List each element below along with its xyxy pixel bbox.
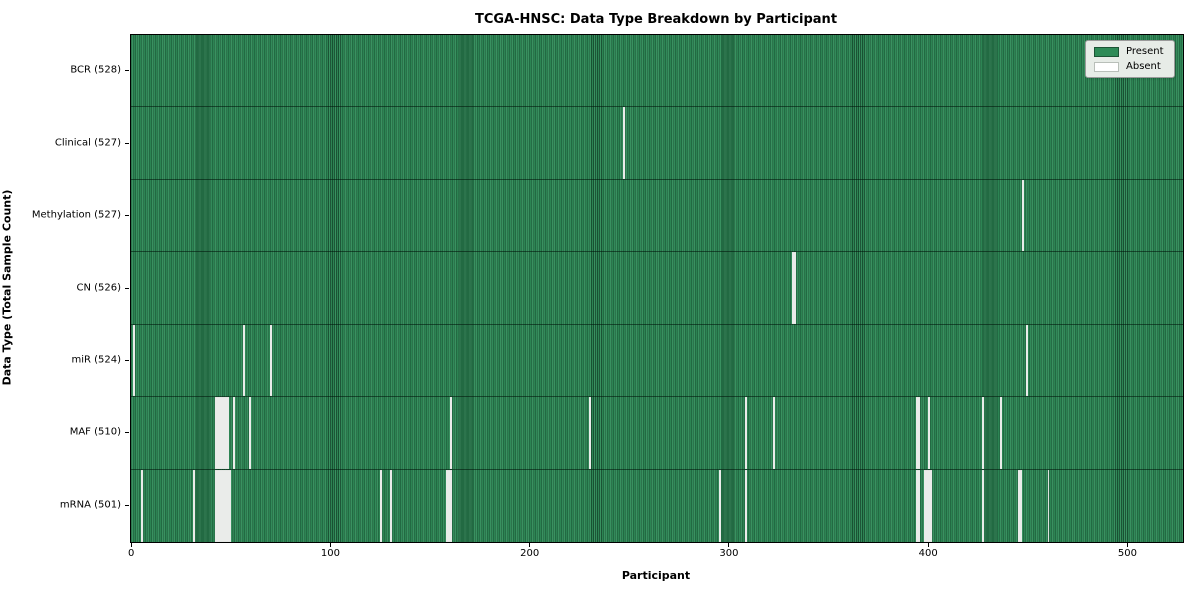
absent-mark <box>214 469 217 542</box>
absent-mark <box>916 397 918 469</box>
x-tick-label: 200 <box>520 548 540 559</box>
absent-mark <box>981 469 984 542</box>
y-tick-mark <box>125 215 129 217</box>
absent-mark <box>999 397 1002 469</box>
absent-mark <box>140 469 143 542</box>
heatmap-row-cn <box>131 252 1183 325</box>
legend: Present Absent <box>1085 40 1175 78</box>
x-tick-mark <box>529 542 531 547</box>
absent-mark <box>220 469 223 542</box>
absent-mark <box>270 324 273 397</box>
x-tick-label: 100 <box>320 548 340 559</box>
absent-mark <box>794 252 797 324</box>
x-tick-label: 0 <box>128 548 135 559</box>
absent-mark <box>744 397 747 469</box>
absent-mark <box>925 469 928 542</box>
absent-mark <box>224 469 227 542</box>
legend-item-present: Present <box>1094 46 1166 57</box>
absent-mark <box>918 397 920 469</box>
y-tick-mark <box>125 359 129 361</box>
y-tick-mark <box>125 142 129 144</box>
y-tick-label: Clinical (527) <box>54 137 121 149</box>
absent-mark <box>226 397 229 469</box>
x-axis-label: Participant <box>621 569 691 582</box>
absent-mark <box>449 469 452 542</box>
absent-mark <box>927 397 930 469</box>
x-tick-mark <box>1126 542 1128 547</box>
absent-mark <box>1025 324 1028 397</box>
y-tick-mark <box>125 70 129 72</box>
heatmap-row-maf <box>131 397 1183 470</box>
y-tick-label: miR (524) <box>71 354 121 366</box>
absent-mark <box>214 397 217 469</box>
y-tick-label: CN (526) <box>76 282 121 293</box>
absent-mark <box>218 397 221 469</box>
absent-mark <box>216 397 219 469</box>
absent-mark <box>916 469 918 542</box>
y-tick-label: BCR (528) <box>70 64 121 76</box>
absent-mark <box>792 252 795 324</box>
absent-mark <box>923 469 926 542</box>
absent-mark <box>589 397 592 469</box>
absent-swatch-icon <box>1094 61 1119 72</box>
absent-mark <box>222 397 225 469</box>
absent-mark <box>447 469 450 542</box>
absent-mark <box>248 397 251 469</box>
absent-mark <box>449 397 452 469</box>
absent-mark <box>1019 469 1022 542</box>
absent-mark <box>718 469 721 542</box>
heatmap-row-clinical <box>131 107 1183 180</box>
y-tick-label: mRNA (501) <box>59 499 121 511</box>
absent-mark <box>1017 469 1020 542</box>
absent-mark <box>623 107 626 179</box>
absent-mark <box>772 397 775 469</box>
y-tick-label: Methylation (527) <box>31 209 121 221</box>
legend-absent-label: Absent <box>1126 61 1161 72</box>
plot-area <box>130 34 1184 543</box>
absent-mark <box>222 469 225 542</box>
absent-mark <box>445 469 448 542</box>
y-tick-mark <box>125 504 129 506</box>
heatmap-row-methylation <box>131 179 1183 253</box>
chart-title: TCGA-HNSC: Data Type Breakdown by Partic… <box>474 12 838 27</box>
heatmap-row-mir <box>131 324 1183 398</box>
legend-item-absent: Absent <box>1094 61 1166 72</box>
absent-mark <box>918 469 920 542</box>
x-tick-mark <box>130 542 132 547</box>
absent-mark <box>232 397 235 469</box>
absent-mark <box>380 469 383 542</box>
y-tick-mark <box>125 432 129 434</box>
y-tick-label: MAF (510) <box>69 426 121 438</box>
present-swatch-icon <box>1094 46 1119 57</box>
x-tick-mark <box>927 542 929 547</box>
x-tick-label: 300 <box>719 548 739 559</box>
absent-mark <box>242 324 245 397</box>
y-tick-mark <box>125 287 129 289</box>
absent-mark <box>192 469 195 542</box>
absent-mark <box>744 469 747 542</box>
x-tick-mark <box>728 542 730 547</box>
heatmap-row-mrna <box>131 469 1183 542</box>
absent-mark <box>218 469 221 542</box>
absent-mark <box>226 469 229 542</box>
x-tick-mark <box>329 542 331 547</box>
absent-mark <box>927 469 930 542</box>
heatmap-row-bcr <box>131 35 1183 108</box>
absent-mark <box>1047 469 1050 542</box>
absent-mark <box>132 324 135 397</box>
absent-mark <box>228 469 231 542</box>
x-tick-label: 500 <box>1117 548 1137 559</box>
absent-mark <box>390 469 392 542</box>
absent-mark <box>224 397 227 469</box>
absent-mark <box>1021 179 1024 252</box>
absent-mark <box>929 469 932 542</box>
absent-mark <box>981 397 984 469</box>
legend-present-label: Present <box>1126 46 1164 57</box>
absent-mark <box>220 397 223 469</box>
x-tick-label: 400 <box>918 548 938 559</box>
absent-mark <box>216 469 219 542</box>
